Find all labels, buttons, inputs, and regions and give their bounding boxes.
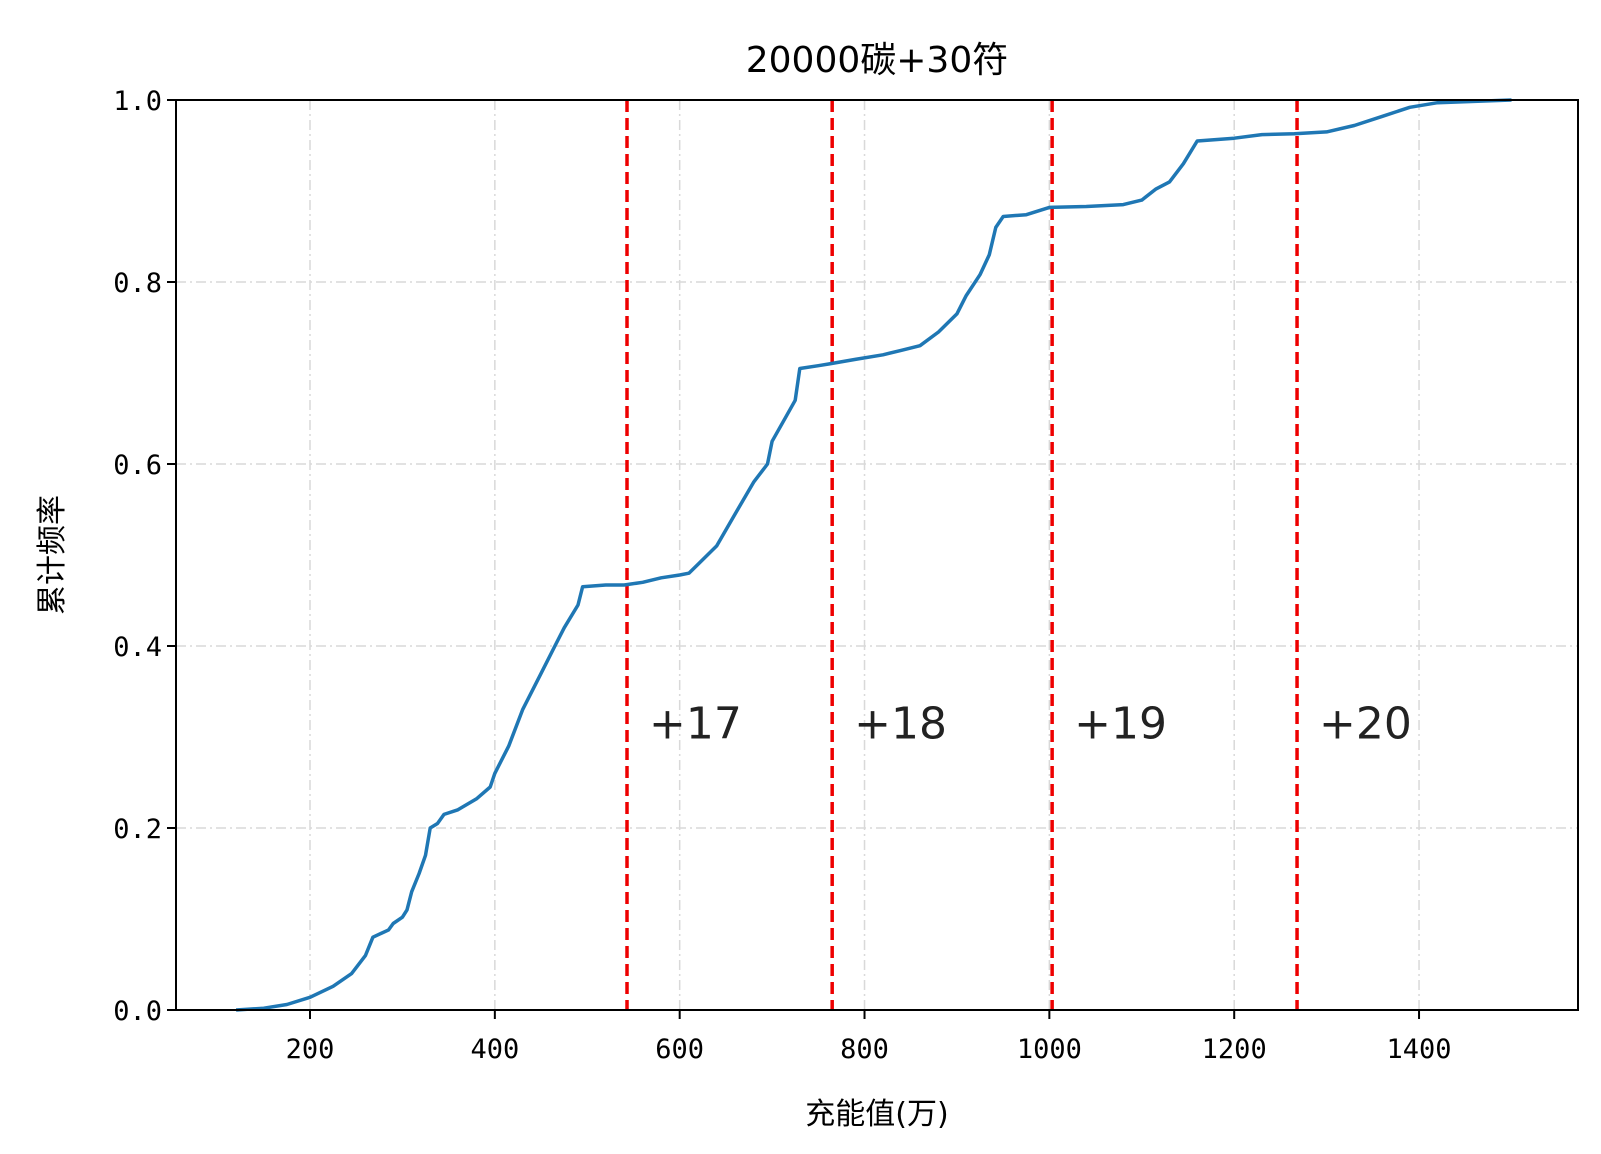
x-tick-label: 800 bbox=[840, 1034, 889, 1065]
reference-line-label: +19 bbox=[1074, 698, 1167, 749]
y-tick-label: 0.6 bbox=[113, 450, 162, 481]
cumulative-frequency-line bbox=[235, 98, 1512, 1012]
y-tick-label: 0.2 bbox=[113, 814, 162, 845]
y-tick-label: 0.4 bbox=[113, 632, 162, 663]
x-tick-label: 1000 bbox=[1017, 1034, 1082, 1065]
reference-lines bbox=[625, 100, 1299, 1010]
x-tick-label: 1400 bbox=[1387, 1034, 1452, 1065]
reference-line-label: +20 bbox=[1319, 698, 1412, 749]
x-tick-label: 200 bbox=[286, 1034, 335, 1065]
chart-title: 20000碳+30符 bbox=[746, 40, 1009, 81]
y-axis-title: 累计频率 bbox=[35, 495, 70, 615]
grid bbox=[176, 100, 1578, 1010]
y-tick-label: 0.0 bbox=[113, 996, 162, 1027]
plot-frame bbox=[175, 99, 1579, 1011]
y-tick-label: 1.0 bbox=[113, 86, 162, 117]
y-axis: 0.0 0.2 0.4 0.6 0.8 1.0 bbox=[113, 86, 176, 1027]
y-tick-label: 0.8 bbox=[113, 268, 162, 299]
reference-line-label: +18 bbox=[854, 698, 947, 749]
x-tick-label: 1200 bbox=[1202, 1034, 1267, 1065]
x-tick-label: 600 bbox=[655, 1034, 704, 1065]
x-axis-title: 充能值(万) bbox=[805, 1097, 948, 1132]
x-axis: 200 400 600 800 1000 1200 1400 bbox=[286, 1010, 1452, 1065]
reference-line-label: +17 bbox=[649, 698, 742, 749]
reference-labels: +17 +18 +19 +20 bbox=[649, 698, 1412, 749]
data-series bbox=[235, 98, 1512, 1012]
x-tick-label: 400 bbox=[470, 1034, 519, 1065]
